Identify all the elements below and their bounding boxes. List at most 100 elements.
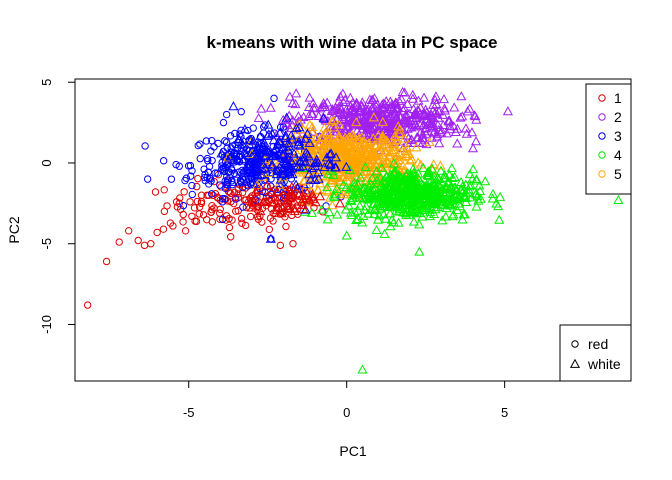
data-point-cluster-4 [341, 230, 352, 240]
data-point-cluster-1 [211, 190, 220, 198]
data-point-cluster-2 [452, 123, 463, 133]
data-point-cluster-3 [300, 157, 311, 167]
data-point-cluster-2 [344, 112, 355, 122]
data-point-cluster-4 [458, 209, 469, 219]
data-point-cluster-3 [277, 144, 288, 154]
data-point-cluster-1 [315, 191, 326, 201]
data-point-cluster-4 [338, 179, 349, 189]
points-layer [83, 86, 624, 374]
data-point-cluster-3 [248, 166, 259, 176]
data-point-cluster-3 [218, 215, 227, 224]
data-point-cluster-1 [272, 195, 283, 205]
data-point-cluster-2 [412, 110, 423, 120]
data-point-cluster-3 [286, 130, 297, 140]
data-point-cluster-2 [402, 98, 413, 108]
data-point-cluster-4 [471, 201, 482, 211]
data-point-cluster-4 [376, 162, 387, 172]
data-point-cluster-1 [215, 209, 224, 217]
data-point-cluster-3 [271, 150, 282, 160]
data-point-cluster-4 [399, 172, 410, 182]
data-point-cluster-4 [397, 182, 409, 192]
data-point-cluster-4 [432, 190, 443, 200]
legend-marker-cluster-2 [598, 113, 606, 121]
data-point-cluster-3 [282, 159, 293, 169]
data-point-cluster-3 [306, 162, 317, 173]
data-point-cluster-3 [181, 176, 189, 185]
data-point-cluster-3 [281, 112, 292, 122]
data-point-cluster-3 [227, 148, 236, 156]
data-point-cluster-2 [395, 126, 407, 136]
data-point-cluster-2 [353, 105, 364, 115]
data-point-cluster-1 [282, 200, 293, 210]
data-point-cluster-4 [369, 182, 380, 192]
data-point-cluster-5 [307, 127, 318, 137]
data-point-cluster-1 [284, 202, 295, 212]
data-point-cluster-4 [410, 190, 421, 200]
data-point-cluster-3 [313, 173, 324, 183]
data-point-cluster-3 [223, 144, 231, 152]
data-point-cluster-3 [300, 204, 311, 214]
data-point-cluster-4 [434, 192, 445, 202]
data-point-cluster-5 [374, 154, 385, 165]
data-point-cluster-5 [365, 143, 376, 153]
data-point-cluster-4 [380, 194, 392, 204]
data-point-cluster-3 [291, 123, 302, 133]
data-point-cluster-3 [210, 143, 218, 151]
legend-marker-white [569, 358, 581, 368]
data-point-cluster-5 [307, 121, 318, 131]
data-point-cluster-4 [345, 184, 356, 194]
data-point-cluster-5 [343, 153, 354, 163]
data-point-cluster-2 [429, 126, 440, 136]
data-point-cluster-5 [273, 179, 285, 189]
data-point-cluster-4 [341, 182, 352, 192]
data-point-cluster-3 [218, 195, 227, 203]
data-point-cluster-1 [179, 210, 187, 219]
data-point-cluster-4 [440, 199, 451, 209]
data-point-cluster-2 [383, 115, 394, 125]
data-point-cluster-3 [221, 137, 229, 145]
data-point-cluster-4 [613, 194, 624, 204]
data-point-cluster-1 [197, 199, 206, 208]
data-point-cluster-3 [159, 157, 168, 165]
data-point-cluster-2 [284, 123, 295, 133]
data-point-cluster-2 [327, 104, 338, 114]
data-point-cluster-4 [385, 177, 397, 187]
data-point-cluster-1 [159, 225, 168, 233]
data-point-cluster-3 [294, 162, 305, 172]
data-point-cluster-2 [345, 92, 356, 102]
data-point-cluster-4 [385, 221, 396, 231]
data-point-cluster-1 [234, 207, 242, 215]
data-point-cluster-1 [216, 205, 224, 214]
data-point-cluster-3 [239, 169, 247, 177]
data-point-cluster-1 [297, 190, 308, 200]
data-point-cluster-4 [442, 177, 453, 187]
data-point-cluster-1 [302, 187, 313, 197]
data-point-cluster-4 [357, 364, 368, 374]
data-point-cluster-2 [330, 102, 341, 112]
data-point-cluster-4 [433, 178, 444, 188]
data-point-cluster-4 [430, 184, 441, 194]
data-point-cluster-5 [304, 134, 315, 144]
data-point-cluster-3 [143, 175, 152, 183]
data-point-cluster-5 [334, 119, 345, 129]
data-point-cluster-4 [371, 224, 382, 234]
data-point-cluster-4 [474, 180, 485, 190]
data-point-cluster-4 [357, 183, 368, 193]
data-point-cluster-5 [378, 142, 389, 152]
data-point-cluster-1 [250, 186, 261, 196]
data-point-cluster-4 [464, 169, 475, 179]
data-point-cluster-1 [186, 198, 194, 206]
data-point-cluster-4 [354, 200, 365, 210]
wine-type-legend-box [559, 324, 632, 382]
data-point-cluster-4 [390, 166, 401, 176]
data-point-cluster-2 [360, 116, 371, 126]
data-point-cluster-4 [388, 217, 399, 227]
data-point-cluster-3 [237, 138, 248, 148]
data-point-cluster-4 [367, 173, 378, 183]
data-point-cluster-1 [310, 204, 318, 212]
wine-type-legend: red white [559, 324, 632, 382]
data-point-cluster-5 [387, 147, 398, 157]
data-point-cluster-5 [401, 149, 412, 159]
data-point-cluster-4 [494, 214, 505, 224]
data-point-cluster-4 [447, 172, 458, 183]
